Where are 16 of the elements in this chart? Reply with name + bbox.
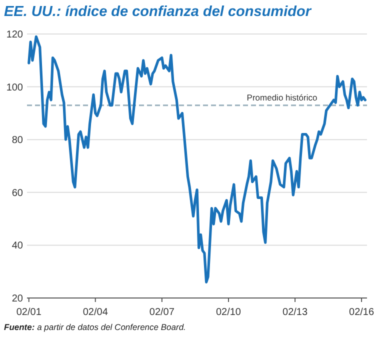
x-tick-label: 02/01 <box>16 307 42 318</box>
y-tick-label: 120 <box>6 30 24 40</box>
x-tick-label: 02/04 <box>82 307 108 318</box>
x-tick-label: 02/10 <box>216 307 242 318</box>
y-tick-label: 60 <box>12 188 24 199</box>
ref-line-label: Promedio histórico <box>246 92 318 102</box>
y-tick-label: 40 <box>12 240 24 252</box>
x-tick-label: 02/07 <box>149 307 175 318</box>
x-tick-label: 02/13 <box>282 307 308 318</box>
y-tick-label: 80 <box>12 135 24 146</box>
y-tick-label: 100 <box>6 82 24 94</box>
line-series <box>28 35 366 284</box>
x-tick-label: 02/16 <box>349 307 374 318</box>
y-tick-label: 20 <box>12 294 24 304</box>
source-note: Fuente: a partir de datos del Conference Board. <box>4 322 186 332</box>
chart-title: EE. UU.: índice de confianza del consumidor <box>4 4 312 20</box>
